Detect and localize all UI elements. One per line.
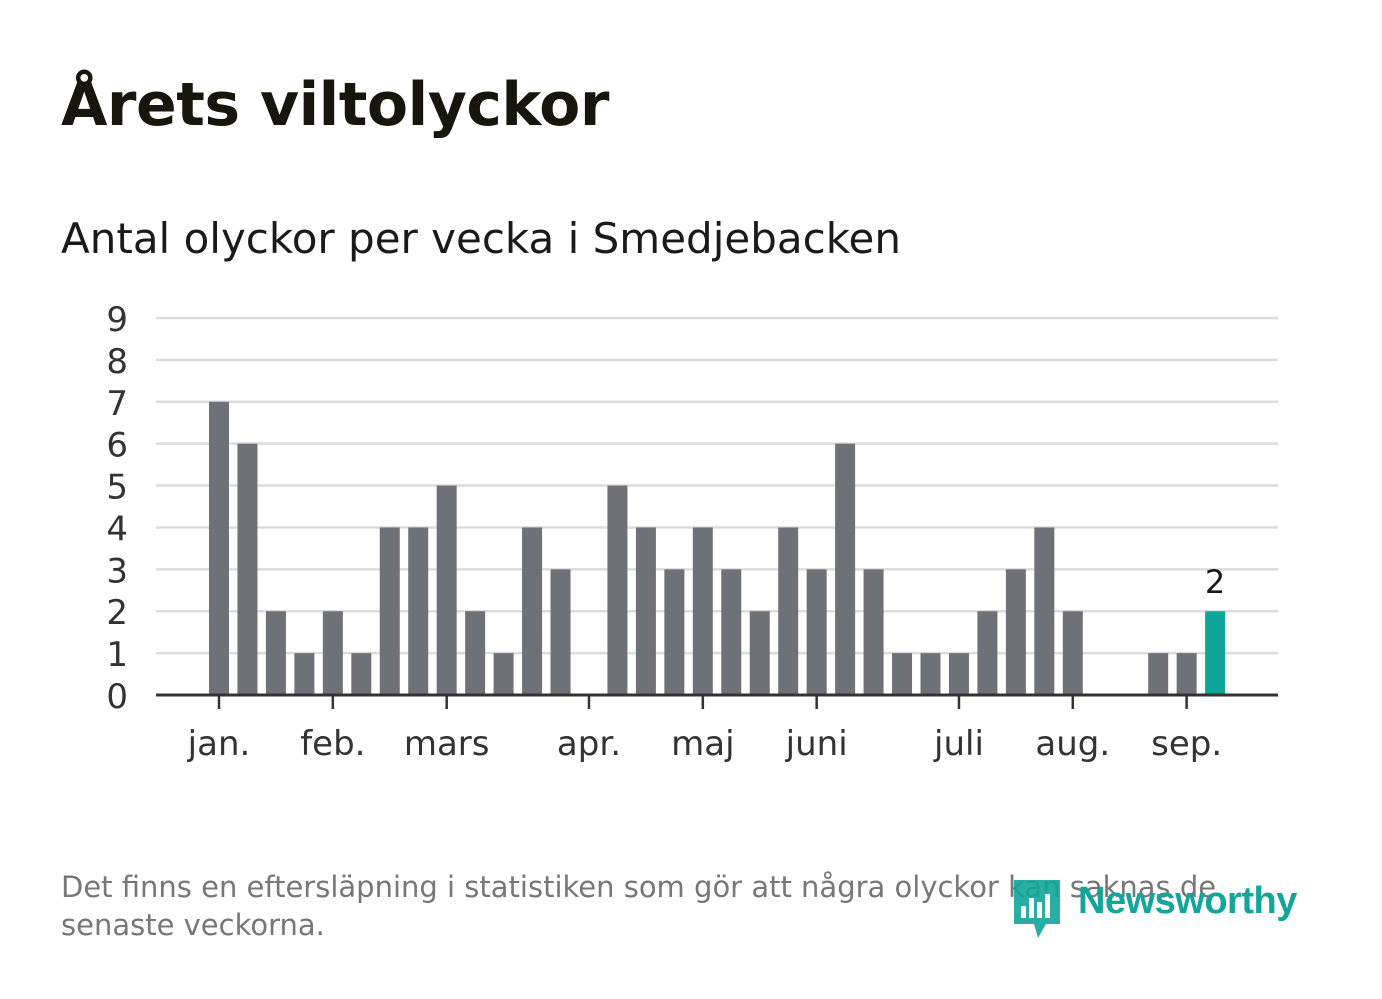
bar	[778, 527, 799, 695]
y-tick-label: 8	[106, 342, 128, 382]
bar	[1062, 611, 1083, 695]
y-tick-label: 2	[106, 593, 128, 633]
y-tick-label: 3	[106, 551, 128, 591]
bar	[465, 611, 486, 695]
bar	[237, 443, 258, 695]
bar	[209, 401, 229, 695]
bar	[1176, 653, 1197, 695]
bar	[692, 527, 713, 695]
bar	[436, 485, 457, 695]
bar	[977, 611, 998, 695]
chart-title: Årets viltolyckor	[61, 70, 610, 140]
bar	[493, 653, 514, 695]
x-tick-label: jan.	[187, 724, 251, 764]
bar	[408, 527, 429, 695]
bar	[265, 611, 286, 695]
bar	[607, 485, 628, 695]
bar	[379, 527, 400, 695]
x-tick-label: feb.	[300, 724, 365, 764]
x-tick-label: sep.	[1151, 724, 1222, 764]
x-tick-label: maj	[671, 724, 734, 764]
bar	[351, 653, 372, 695]
newsworthy-logo[interactable]: Newsworthy	[1010, 876, 1330, 942]
bar	[835, 443, 856, 695]
bar	[1148, 653, 1169, 695]
bar	[948, 653, 969, 695]
bars: 2	[209, 401, 1226, 695]
newsworthy-logo-text: Newsworthy	[1078, 880, 1297, 922]
x-tick-label: juni	[785, 724, 848, 764]
chart-subtitle: Antal olyckor per vecka i Smedjebacken	[61, 214, 901, 263]
bar	[1005, 569, 1026, 695]
bar	[863, 569, 884, 695]
x-tick-label: mars	[404, 724, 490, 764]
bar	[522, 527, 543, 695]
y-tick-label: 5	[106, 468, 128, 508]
newsworthy-logo-icon	[1014, 880, 1060, 938]
bar	[635, 527, 656, 695]
y-tick-label: 6	[106, 426, 128, 466]
bar	[322, 611, 343, 695]
x-tick-label: aug.	[1035, 724, 1110, 764]
bar	[721, 569, 742, 695]
bar	[664, 569, 685, 695]
bar	[806, 569, 827, 695]
bar	[1034, 527, 1055, 695]
bar	[920, 653, 941, 695]
bar	[892, 653, 913, 695]
grid-lines	[156, 316, 1278, 655]
y-tick-label: 4	[106, 509, 128, 549]
bar	[550, 569, 571, 695]
y-tick-label: 9	[106, 300, 128, 340]
bar	[294, 653, 315, 695]
y-tick-label: 7	[106, 384, 128, 424]
y-tick-label: 1	[106, 635, 128, 675]
x-axis-month-labels: jan. feb. mars apr. maj juni juli aug. sep.	[187, 695, 1222, 764]
bar-value-label: 2	[1205, 563, 1225, 601]
x-tick-label: juli	[933, 724, 984, 764]
y-tick-label: 0	[106, 677, 128, 717]
bar-highlight	[1205, 611, 1226, 695]
bar	[749, 611, 770, 695]
x-tick-label: apr.	[557, 724, 621, 764]
